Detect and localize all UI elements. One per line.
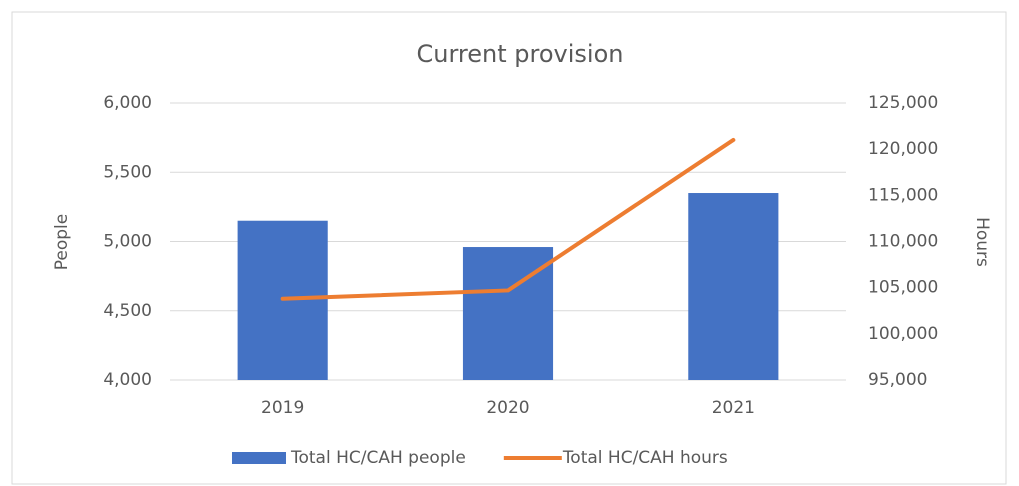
y2-tick-label: 100,000	[868, 324, 938, 344]
y2-tick-label: 95,000	[868, 370, 927, 390]
x-tick-label: 2021	[712, 398, 755, 418]
y-tick-label: 4,500	[103, 301, 152, 321]
y-tick-label: 5,000	[103, 232, 152, 252]
y-axis-label: People	[52, 214, 72, 270]
x-tick-label: 2019	[261, 398, 304, 418]
bar	[688, 193, 779, 380]
y2-tick-label: 105,000	[868, 278, 938, 298]
y-tick-label: 5,500	[103, 162, 152, 182]
y-tick-label: 6,000	[103, 93, 152, 113]
legend-label: Total HC/CAH people	[290, 448, 466, 468]
legend-label: Total HC/CAH hours	[562, 448, 728, 468]
x-tick-label: 2020	[486, 398, 529, 418]
y2-tick-label: 115,000	[868, 185, 938, 205]
y2-axis-label: Hours	[972, 217, 992, 267]
line	[280, 137, 736, 301]
y2-tick-label: 110,000	[868, 232, 938, 252]
y-tick-label: 4,000	[103, 370, 152, 390]
y2-tick-label: 120,000	[868, 139, 938, 159]
chart-title: Current provision	[417, 40, 624, 68]
y2-tick-label: 125,000	[868, 93, 938, 113]
legend-swatch	[232, 452, 286, 464]
